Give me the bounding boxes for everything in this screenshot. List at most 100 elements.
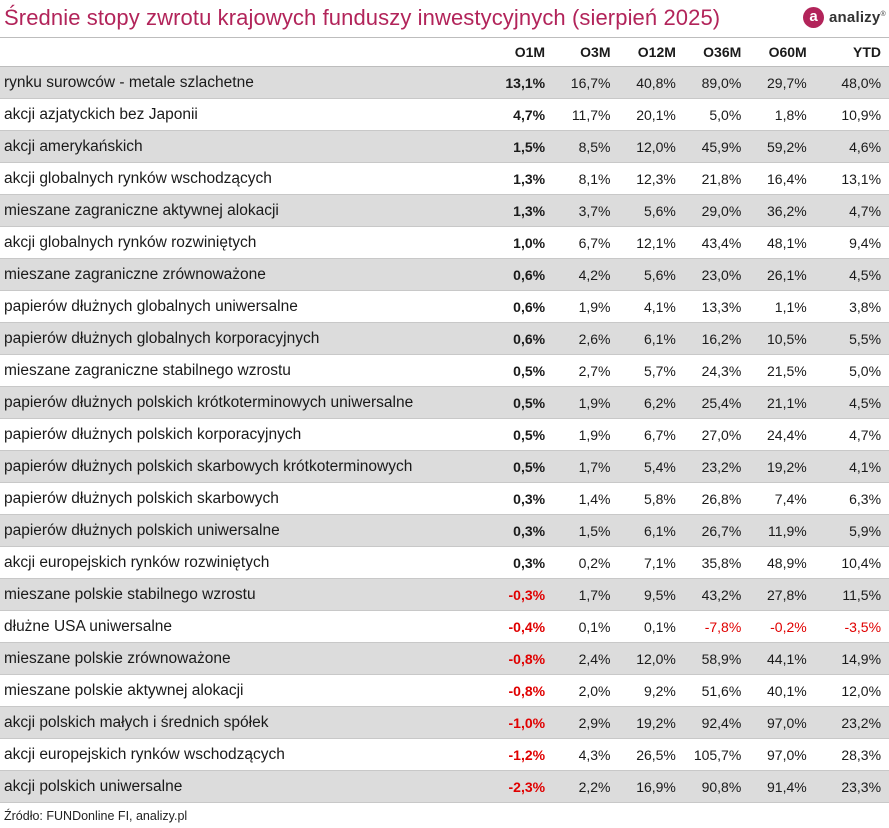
cell-o12m: 7,1% bbox=[643, 554, 676, 571]
cell-o60m: 40,1% bbox=[767, 682, 807, 699]
returns-table: O1M O3M O12M O36M O60M YTD rynku surowcó… bbox=[0, 37, 889, 803]
cell-o36m: 51,6% bbox=[701, 682, 742, 699]
cell-o12m: 12,0% bbox=[636, 138, 676, 155]
cell-o1m: 0,5% bbox=[513, 426, 546, 443]
cell-o3m: 2,6% bbox=[578, 330, 611, 347]
cell-o36m: 26,7% bbox=[701, 522, 742, 539]
cell-o12m: 9,2% bbox=[643, 682, 676, 699]
cell-o60m: 16,4% bbox=[767, 170, 807, 187]
cell-o12m: 19,2% bbox=[636, 714, 676, 731]
cell-o12m: 12,3% bbox=[636, 170, 676, 187]
cell-o1m: 0,3% bbox=[513, 554, 546, 571]
cell-o3m: 0,1% bbox=[578, 618, 611, 635]
header-o3m: O3M bbox=[580, 44, 611, 60]
cell-o1m: -0,4% bbox=[508, 618, 546, 635]
cell-o60m: 11,9% bbox=[768, 522, 807, 539]
cell-o1m: 1,3% bbox=[513, 202, 546, 219]
cell-o3m: 6,7% bbox=[578, 234, 611, 251]
row-category: papierów dłużnych polskich korporacyjnyc… bbox=[4, 425, 302, 443]
table-row: papierów dłużnych polskich uniwersalne 0,… bbox=[0, 515, 889, 547]
cell-o60m: 59,2% bbox=[767, 138, 807, 155]
cell-o3m: 2,0% bbox=[578, 682, 611, 699]
cell-o12m: 12,0% bbox=[636, 650, 676, 667]
row-category: akcji europejskich rynków rozwiniętych bbox=[4, 553, 270, 571]
table-row: mieszane polskie zrównoważone -0,8% 2,4% 12… bbox=[0, 643, 889, 675]
cell-o3m: 1,9% bbox=[578, 298, 611, 315]
cell-o36m: 23,0% bbox=[701, 266, 742, 283]
table-row: mieszane polskie stabilnego wzrostu -0,3%… bbox=[0, 579, 889, 611]
table-row: akcji polskich uniwersalne -2,3% 2,2% 16,9%… bbox=[0, 771, 889, 803]
cell-o60m: 44,1% bbox=[767, 650, 807, 667]
cell-ytd: 4,5% bbox=[849, 266, 882, 283]
table-row: rynku surowców - metale szlachetne 13,1% 1… bbox=[0, 67, 889, 99]
table-row: akcji europejskich rynków wschodzących -1… bbox=[0, 739, 889, 771]
cell-o36m: 21,8% bbox=[701, 170, 742, 187]
row-category: papierów dłużnych polskich skarbowych bbox=[4, 489, 279, 507]
header-o60m: O60M bbox=[768, 44, 807, 60]
row-category: akcji polskich uniwersalne bbox=[4, 777, 183, 795]
logo-text: analizy® bbox=[829, 9, 886, 26]
cell-o60m: 97,0% bbox=[767, 714, 807, 731]
row-category: papierów dłużnych polskich skarbowych kr… bbox=[4, 457, 413, 475]
cell-ytd: 10,9% bbox=[841, 106, 882, 123]
cell-o1m: 0,3% bbox=[513, 490, 546, 507]
cell-o3m: 2,7% bbox=[578, 362, 611, 379]
logo-registered-mark: ® bbox=[880, 10, 886, 18]
cell-o36m: 90,8% bbox=[701, 778, 742, 795]
cell-o3m: 1,4% bbox=[578, 490, 611, 507]
row-category: mieszane zagraniczne aktywnej alokacji bbox=[4, 201, 279, 219]
cell-o12m: 5,6% bbox=[643, 202, 676, 219]
row-category: mieszane polskie stabilnego wzrostu bbox=[4, 585, 256, 603]
cell-o3m: 1,7% bbox=[578, 458, 611, 475]
cell-o3m: 2,9% bbox=[578, 714, 611, 731]
cell-o1m: -1,2% bbox=[508, 746, 546, 763]
cell-o12m: 0,1% bbox=[643, 618, 676, 635]
logo-wordmark: analizy bbox=[829, 8, 881, 26]
row-category: mieszane zagraniczne stabilnego wzrostu bbox=[4, 361, 291, 379]
cell-o60m: 36,2% bbox=[767, 202, 807, 219]
table-row: dłużne USA uniwersalne -0,4% 0,1% 0,1% -7,8%… bbox=[0, 611, 889, 643]
row-category: akcji globalnych rynków rozwiniętych bbox=[4, 233, 257, 251]
cell-o12m: 16,9% bbox=[636, 778, 676, 795]
cell-ytd: 48,0% bbox=[841, 74, 882, 91]
cell-o36m: 89,0% bbox=[701, 74, 742, 91]
cell-o3m: 2,4% bbox=[578, 650, 611, 667]
cell-ytd: 4,7% bbox=[849, 202, 882, 219]
cell-o3m: 1,9% bbox=[578, 426, 611, 443]
header-o1m: O1M bbox=[514, 44, 546, 60]
cell-o60m: 10,5% bbox=[767, 330, 807, 347]
logo-mark-icon: a bbox=[803, 6, 824, 28]
cell-o36m: 29,0% bbox=[701, 202, 742, 219]
table-row: mieszane zagraniczne stabilnego wzrostu 0… bbox=[0, 355, 889, 387]
cell-ytd: 23,3% bbox=[841, 778, 882, 795]
table-row: papierów dłużnych polskich krótkotermino… bbox=[0, 387, 889, 419]
row-category: papierów dłużnych polskich uniwersalne bbox=[4, 521, 280, 539]
cell-ytd: -3,5% bbox=[844, 618, 882, 635]
cell-ytd: 5,9% bbox=[849, 522, 882, 539]
cell-ytd: 11,5% bbox=[842, 586, 882, 603]
cell-o1m: 0,6% bbox=[513, 298, 546, 315]
cell-o60m: 1,1% bbox=[774, 298, 807, 315]
source-note: Źródło: FUNDonline FI, analizy.pl bbox=[4, 809, 188, 823]
cell-o3m: 0,2% bbox=[578, 554, 611, 571]
cell-o60m: 24,4% bbox=[767, 426, 807, 443]
cell-o1m: 1,5% bbox=[513, 138, 546, 155]
table-row: papierów dłużnych polskich skarbowych 0,3… bbox=[0, 483, 889, 515]
cell-o1m: 0,3% bbox=[513, 522, 546, 539]
cell-o60m: 27,8% bbox=[767, 586, 807, 603]
cell-o60m: -0,2% bbox=[770, 618, 807, 635]
table-row: papierów dłużnych polskich skarbowych kr… bbox=[0, 451, 889, 483]
cell-o1m: 0,5% bbox=[513, 362, 546, 379]
cell-o1m: 0,6% bbox=[513, 266, 546, 283]
table-row: akcji globalnych rynków rozwiniętych 1,0%… bbox=[0, 227, 889, 259]
cell-o3m: 3,7% bbox=[578, 202, 611, 219]
row-category: mieszane polskie aktywnej alokacji bbox=[4, 681, 244, 699]
header-o36m: O36M bbox=[703, 44, 742, 60]
cell-o12m: 6,1% bbox=[643, 330, 676, 347]
analizy-logo: a analizy® bbox=[803, 2, 886, 32]
cell-o12m: 20,1% bbox=[636, 106, 676, 123]
cell-o3m: 1,5% bbox=[578, 522, 611, 539]
cell-o1m: 13,1% bbox=[505, 74, 546, 91]
cell-o12m: 5,4% bbox=[643, 458, 676, 475]
cell-ytd: 4,6% bbox=[849, 138, 882, 155]
